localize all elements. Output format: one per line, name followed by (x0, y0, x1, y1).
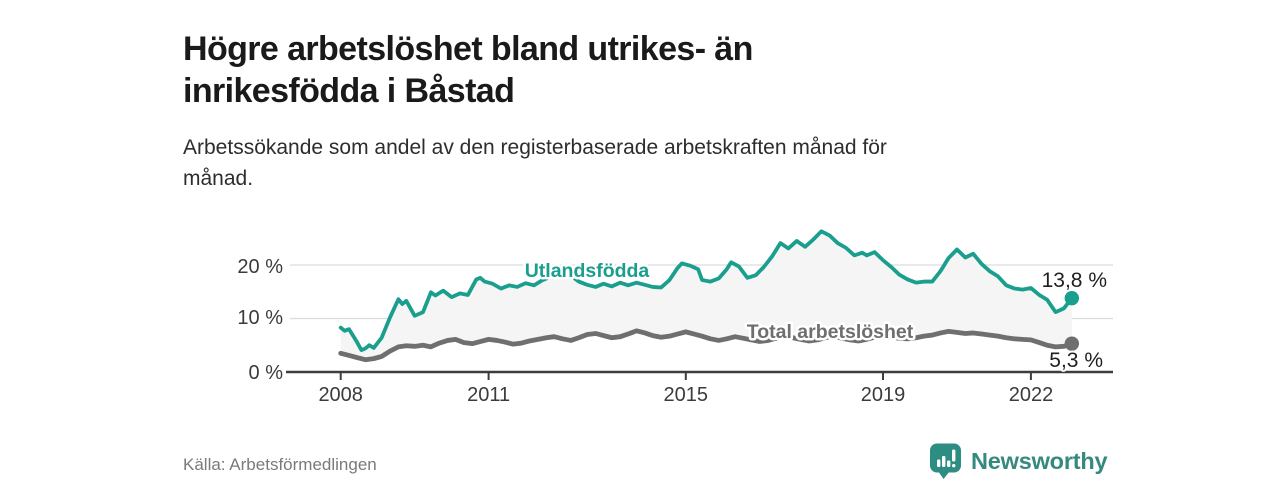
brand-name: Newsworthy (971, 447, 1108, 474)
chart-title: Högre arbetslöshet bland utrikes- än inr… (183, 28, 943, 112)
x-tick-label-2019: 2019 (861, 384, 906, 406)
brand-lockup: Newsworthy (929, 443, 1108, 479)
chart-subtitle-line-1: Arbetssökande som andel av den registerb… (183, 136, 887, 159)
source-note: Källa: Arbetsförmedlingen (183, 455, 377, 474)
chart-title-line-1: Högre arbetslöshet bland utrikes- än (183, 29, 753, 68)
end-value-label-utlandsfodda: 13,8 % (1042, 269, 1107, 292)
y-tick-label-0: 0 % (249, 362, 284, 384)
chart-title-line-2: inrikesfödda i Båstad (183, 71, 515, 110)
x-tick-label-2015: 2015 (664, 384, 709, 406)
y-tick-label-20: 20 % (237, 256, 283, 278)
series-label-utlandsfodda: Utlandsfödda (525, 260, 650, 282)
end-value-label-total: 5,3 % (1049, 349, 1103, 372)
line-chart: 20 % 10 % 0 % 2008 2011 2015 2019 2022 U… (40, 16, 1280, 496)
chart-subtitle-line-2: månad. (183, 167, 254, 190)
newsworthy-logo-icon (929, 443, 962, 479)
plot-layer (286, 229, 1113, 380)
x-tick-label-2011: 2011 (467, 384, 510, 406)
chart-canvas: 20 % 10 % 0 % 2008 2011 2015 2019 2022 U… (237, 229, 1113, 406)
series-label-total-arbetsloshet: Total arbetslöshet (747, 321, 914, 343)
x-tick-label-2022: 2022 (1009, 384, 1054, 406)
x-tick-label-2008: 2008 (318, 384, 363, 406)
y-tick-label-10: 10 % (237, 307, 283, 329)
chart-subtitle: Arbetssökande som andel av den registerb… (183, 132, 1043, 194)
